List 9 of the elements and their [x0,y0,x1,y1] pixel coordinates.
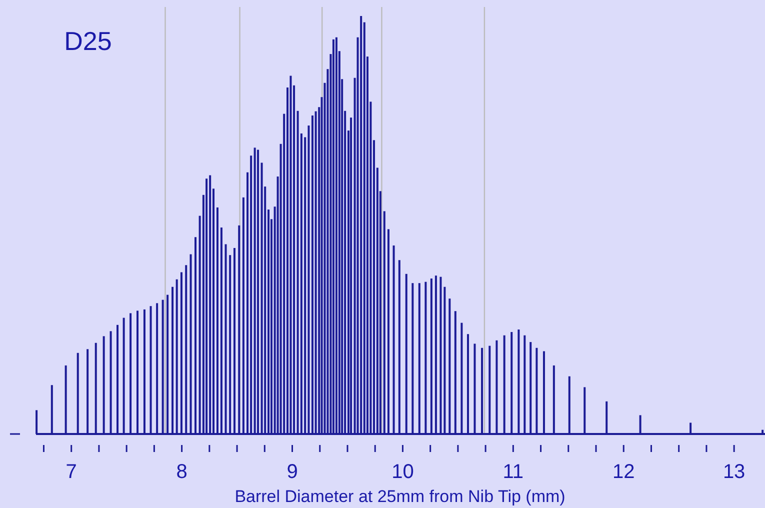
chart-title: D25 [64,26,112,56]
x-tick-label: 10 [392,461,414,483]
x-tick-label: 7 [66,461,77,483]
x-axis-title: Barrel Diameter at 25mm from Nib Tip (mm) [234,487,566,506]
x-tick-label: 13 [722,461,746,483]
x-tick-label: 9 [286,461,298,483]
x-tick-label: 12 [612,461,635,483]
x-tick-label: 11 [502,461,524,483]
x-tick-label: 8 [176,461,188,483]
